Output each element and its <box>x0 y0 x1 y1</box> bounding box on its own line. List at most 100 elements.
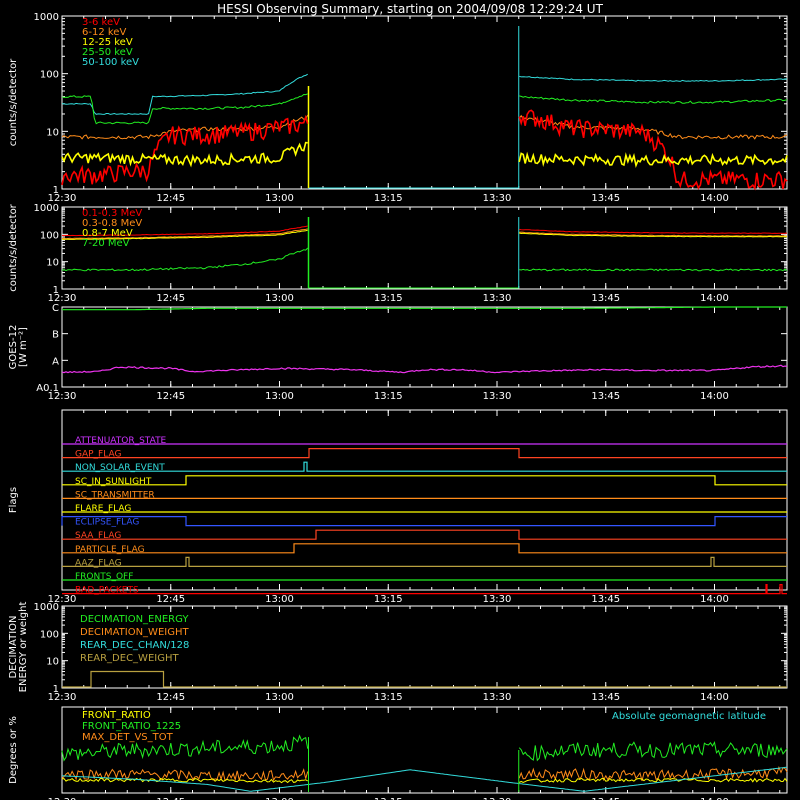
series-line <box>61 364 788 374</box>
x-tick-label: 13:30 <box>483 692 512 703</box>
flag-label: SC_TRANSMITTER <box>75 490 155 500</box>
series-line <box>61 225 788 237</box>
x-tick-label: 13:45 <box>591 797 620 800</box>
flag-label: GAP_FLAG <box>75 450 121 460</box>
x-tick-label: 13:00 <box>265 193 294 204</box>
x-tick-label: 13:15 <box>374 193 403 204</box>
series-line <box>61 766 788 792</box>
x-tick-label: 13:30 <box>483 594 512 605</box>
x-tick-label: 13:45 <box>591 293 620 304</box>
y-axis-label: counts/s/detector <box>8 58 19 146</box>
x-tick-label: 13:15 <box>374 594 403 605</box>
x-tick-label: 12:45 <box>156 594 185 605</box>
flag-label: ATTENUATOR_STATE <box>75 436 167 446</box>
legend-entry: 50-100 keV <box>82 57 139 68</box>
x-tick-label: 14:00 <box>700 797 729 800</box>
y-tick-label: 10 <box>46 657 59 668</box>
y-tick-label: A0.1 <box>36 383 59 394</box>
series-line <box>61 141 788 169</box>
x-tick-label: 12:45 <box>156 193 185 204</box>
y-tick-label: C <box>52 303 59 314</box>
flag-trace <box>62 556 787 567</box>
chart-title: HESSI Observing Summary, starting on 200… <box>217 2 603 16</box>
y-axis-label: GOES-12 <box>8 325 19 370</box>
legend-entry: 0.3-0.8 MeV <box>82 218 142 229</box>
x-tick-label: 12:45 <box>156 797 185 800</box>
flag-label: BAD_PACKETS <box>75 586 139 596</box>
legend-entry: 0.8-7 MeV <box>82 228 133 239</box>
x-tick-label: 13:00 <box>265 797 294 800</box>
series-line <box>62 670 787 688</box>
flag-trace <box>62 448 787 459</box>
x-tick-label: 12:30 <box>48 293 77 304</box>
series-line <box>61 247 788 272</box>
y-tick-label: 100 <box>40 70 59 81</box>
x-tick-label: 12:30 <box>48 594 77 605</box>
legend-entry: 25-50 keV <box>82 47 133 58</box>
y-axis-label: Flags <box>8 487 19 513</box>
panel-frame <box>61 306 788 388</box>
series-line <box>61 109 788 191</box>
panel-frame <box>61 605 788 689</box>
legend-entry: 12-25 keV <box>82 37 133 48</box>
series-line <box>62 306 787 311</box>
series-line <box>62 73 788 115</box>
x-tick-label: 12:30 <box>48 391 77 402</box>
x-tick-label: 13:30 <box>483 391 512 402</box>
flag-trace <box>62 584 787 595</box>
x-tick-label: 14:00 <box>700 594 729 605</box>
x-tick-label: 12:30 <box>48 797 77 800</box>
flag-trace <box>61 516 787 527</box>
y-axis-label: counts/s/detector <box>8 203 19 291</box>
x-tick-label: 13:45 <box>591 391 620 402</box>
y-tick-label: 1000 <box>34 12 59 23</box>
y-tick-label: 1000 <box>34 203 59 214</box>
annotation-label: Absolute geomagnetic latitude <box>612 711 766 722</box>
legend-entry: FRONT_RATIO <box>82 710 151 721</box>
series-line <box>61 734 788 762</box>
series-line <box>61 777 788 784</box>
legend-entry: MAX_DET_VS_TOT <box>82 732 174 743</box>
y-axis-label: [W m⁻²] <box>18 327 29 367</box>
y-tick-label: 10 <box>46 127 59 138</box>
x-tick-label: 13:15 <box>374 797 403 800</box>
flag-trace <box>62 529 787 540</box>
x-tick-label: 13:45 <box>591 594 620 605</box>
legend-entry: 3-6 keV <box>82 17 120 28</box>
x-tick-label: 13:15 <box>374 293 403 304</box>
panel-frame <box>61 706 788 794</box>
legend-entry: DECIMATION_ENERGY <box>80 614 189 625</box>
x-tick-label: 13:15 <box>374 391 403 402</box>
panel-frame <box>61 206 788 290</box>
y-tick-label: 100 <box>40 230 59 241</box>
y-tick-label: 1 <box>53 185 59 196</box>
y-tick-label: 1 <box>53 285 59 296</box>
legend-entry: REAR_DEC_CHAN/128 <box>80 640 189 651</box>
flag-label: FLARE_FLAG <box>75 504 131 514</box>
x-tick-label: 13:00 <box>265 692 294 703</box>
x-tick-label: 13:30 <box>483 193 512 204</box>
x-tick-label: 13:30 <box>483 797 512 800</box>
y-tick-label: 100 <box>40 629 59 640</box>
legend-entry: DECIMATION_WEIGHT <box>80 627 189 638</box>
flag-trace <box>62 475 787 486</box>
y-tick-label: B <box>52 330 59 341</box>
y-tick-label: 1000 <box>34 602 59 613</box>
y-tick-label: A <box>52 356 59 367</box>
x-tick-label: 13:45 <box>591 193 620 204</box>
flag-label: PARTICLE_FLAG <box>75 545 145 555</box>
y-tick-label: 1 <box>53 684 59 695</box>
flag-label: SC_IN_SUNLIGHT <box>75 477 152 487</box>
flag-trace <box>62 543 787 554</box>
x-tick-label: 14:00 <box>700 692 729 703</box>
legend-entry: FRONT_RATIO_1225 <box>82 721 181 732</box>
panels: 12:30 12:45 13:00 13:15 13:30 13:45 14:0011010… <box>8 12 788 800</box>
series-line <box>61 228 788 240</box>
x-tick-label: 13:45 <box>591 692 620 703</box>
y-axis-label: DECIMATION <box>8 615 19 678</box>
x-tick-label: 14:00 <box>700 391 729 402</box>
x-tick-label: 13:00 <box>265 391 294 402</box>
x-tick-label: 13:00 <box>265 293 294 304</box>
